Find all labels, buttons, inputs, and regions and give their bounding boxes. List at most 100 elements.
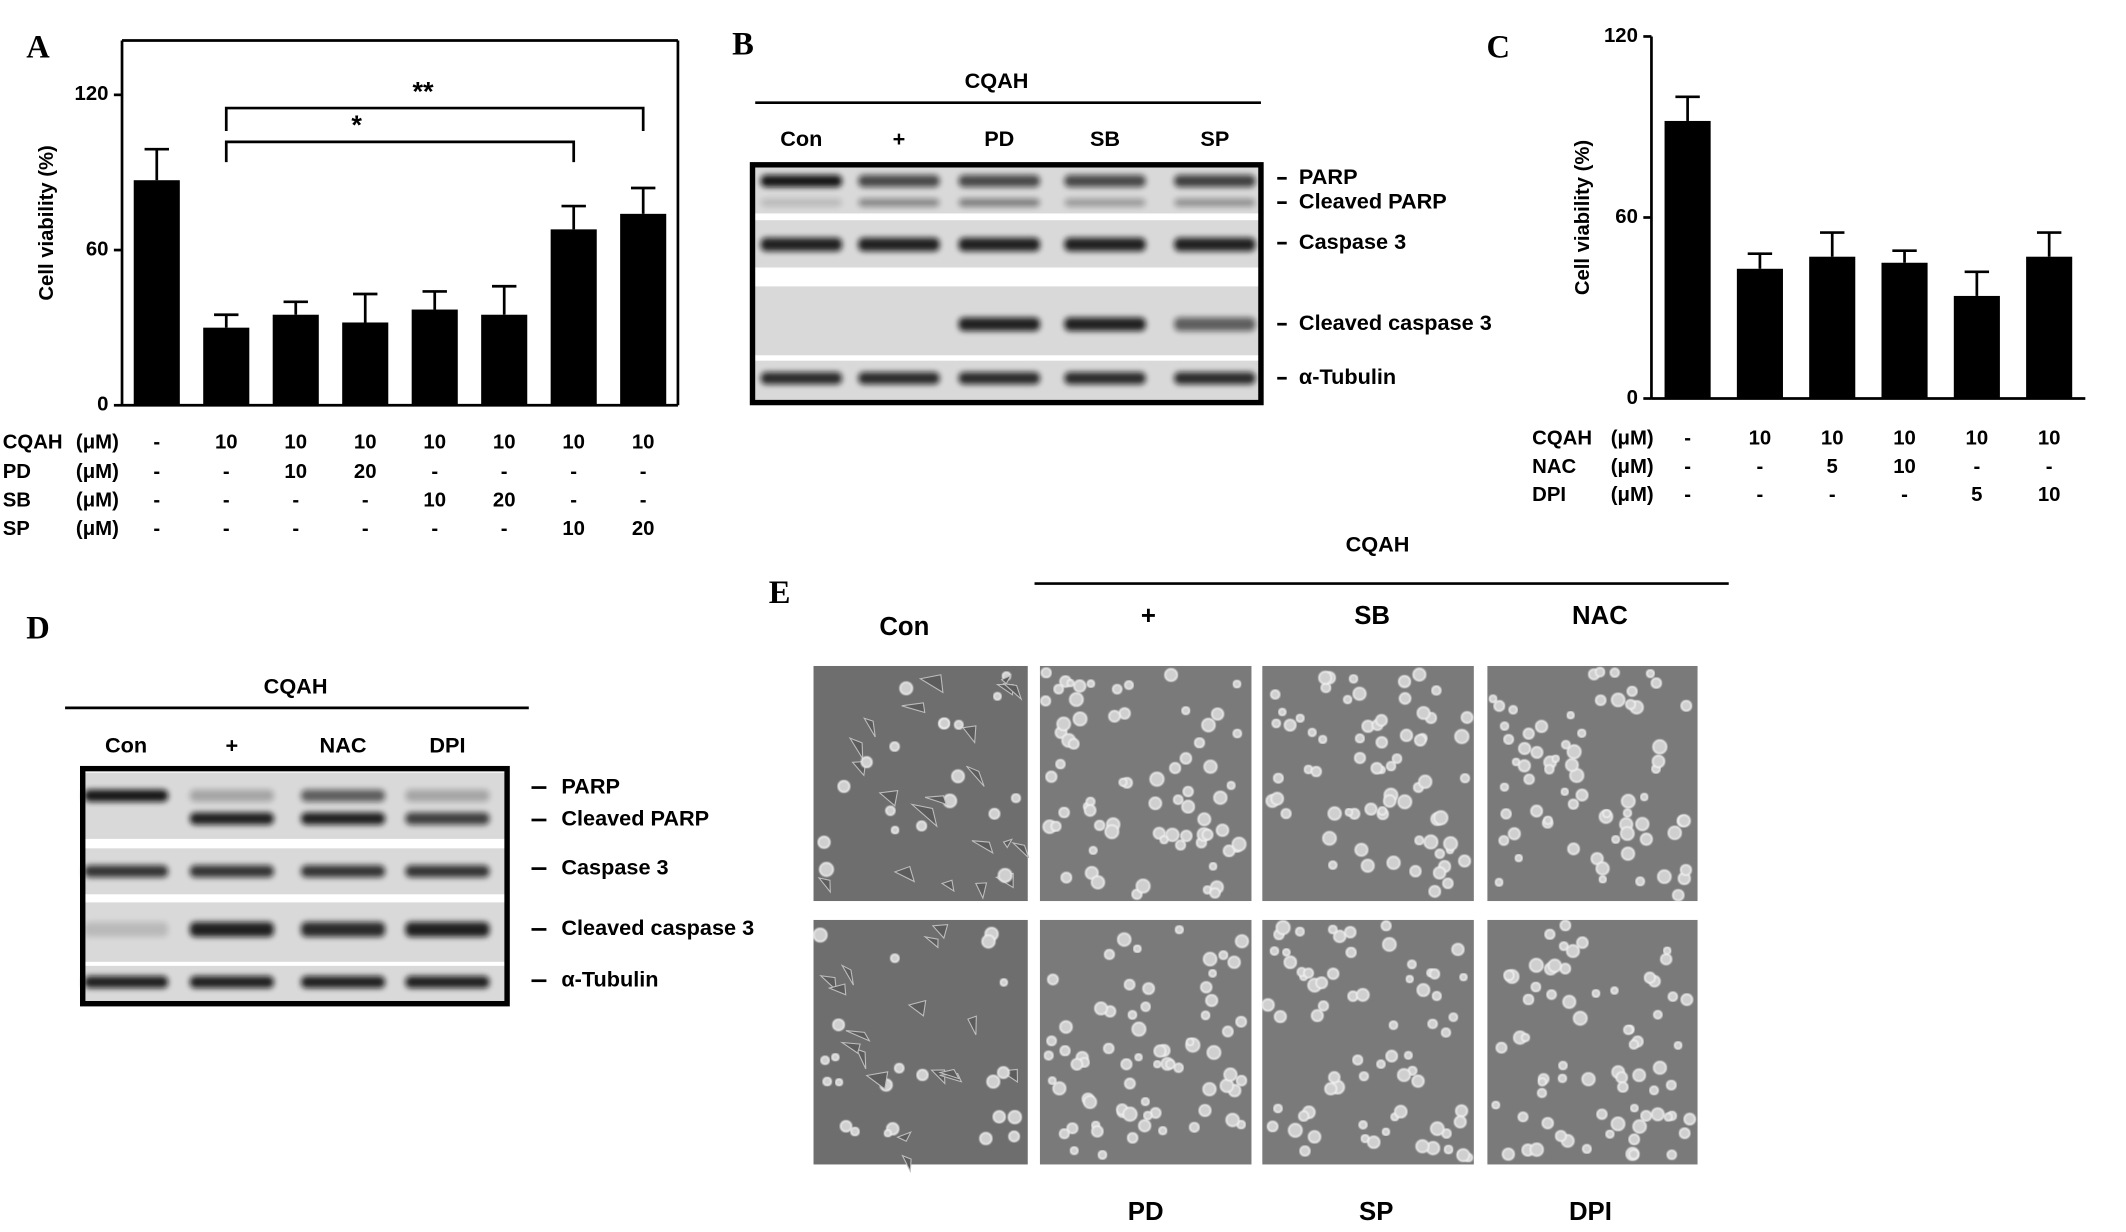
cell-round	[1298, 1110, 1310, 1122]
cell-round	[1307, 1130, 1322, 1144]
cell-round	[1209, 887, 1221, 899]
cell-round	[1610, 986, 1619, 995]
cell-round	[1415, 1139, 1430, 1154]
band-label: Caspase 3	[561, 854, 668, 879]
cell-round	[1266, 1120, 1279, 1133]
cell-round	[1056, 716, 1071, 732]
cell-round	[1667, 825, 1682, 840]
cell-flat	[938, 1068, 961, 1080]
cell-round	[1404, 1051, 1413, 1060]
cell-round	[1273, 1010, 1287, 1023]
cell-round	[1344, 926, 1357, 939]
band-label: Cleaved caspase 3	[1299, 310, 1492, 335]
cell-round	[1381, 1127, 1391, 1136]
cell-round	[1050, 820, 1062, 832]
cell-round	[1269, 946, 1280, 956]
cell-round	[1232, 728, 1243, 739]
cell-round	[1086, 679, 1096, 688]
treatment-value: -	[1757, 484, 1764, 506]
cell-flat	[907, 999, 927, 1017]
cell-round	[1226, 780, 1236, 790]
panel-letter: A	[26, 29, 50, 65]
cell-flat	[827, 983, 847, 996]
cell-round	[1197, 812, 1212, 827]
cell-round	[1680, 993, 1694, 1006]
y-axis-label: Cell viability (%)	[36, 145, 58, 300]
treatment-value: -	[153, 490, 160, 512]
cell-round	[1414, 734, 1427, 747]
cell-round	[1517, 1111, 1529, 1123]
treatment-value: -	[1684, 456, 1691, 478]
cell-round	[1179, 752, 1193, 765]
cell-round	[1455, 1104, 1469, 1118]
treatment-value: -	[223, 461, 230, 483]
treatment-value: 20	[632, 518, 655, 540]
micrograph	[1262, 665, 1474, 902]
cell-round	[1577, 728, 1587, 738]
cell-round	[1278, 707, 1287, 717]
cell-flat	[931, 924, 949, 940]
cell-round	[916, 1068, 929, 1082]
micrograph	[1039, 919, 1252, 1165]
cell-round	[1683, 1112, 1696, 1126]
treatment-value: 10	[632, 431, 655, 453]
treatment-value: 10	[284, 431, 307, 453]
treatment-name: CQAH	[3, 431, 63, 453]
cell-round	[1118, 707, 1131, 720]
cell-round	[1609, 667, 1620, 678]
treatment-value: -	[640, 461, 647, 483]
cell-round	[1529, 958, 1544, 973]
blot-band	[858, 174, 940, 188]
cell-round	[1124, 1077, 1136, 1090]
cell-round	[1541, 1117, 1554, 1130]
treatment-value: 5	[1971, 484, 1982, 506]
cell-round	[1376, 1059, 1386, 1069]
cell-round	[1181, 799, 1195, 814]
cell-round	[1559, 919, 1572, 932]
bar	[411, 309, 458, 406]
bar	[1809, 256, 1856, 399]
bar	[1881, 262, 1928, 399]
cell-round	[1131, 1021, 1147, 1037]
cell-round	[1431, 685, 1442, 696]
cell-round	[1043, 1050, 1054, 1061]
cell-round	[1566, 711, 1575, 720]
cell-round	[1053, 683, 1064, 695]
lane-label: +	[893, 126, 906, 151]
cell-round	[1632, 1119, 1647, 1134]
bar	[203, 327, 250, 406]
cell-round	[1459, 973, 1468, 982]
cell-round	[893, 1062, 905, 1074]
cell-round	[837, 780, 851, 793]
blot-band	[958, 372, 1040, 385]
cell-round	[1159, 835, 1169, 845]
bar	[550, 229, 597, 406]
micrograph	[1039, 665, 1252, 902]
cell-round	[1117, 932, 1132, 947]
cell-round	[1536, 1088, 1547, 1098]
cell-round	[1405, 974, 1414, 984]
micrograph-field	[1487, 665, 1698, 902]
cell-round	[899, 681, 914, 696]
cell-round	[1181, 706, 1191, 716]
micrograph	[1487, 665, 1698, 902]
cell-round	[1134, 1053, 1143, 1062]
column-label: SB	[1354, 602, 1390, 630]
cell-round	[1283, 718, 1297, 732]
cell-round	[1218, 950, 1229, 961]
cell-round	[1090, 875, 1105, 890]
cell-round	[1621, 846, 1635, 861]
treatment-value: -	[153, 431, 160, 453]
blot-band	[405, 789, 490, 802]
cell-round	[1069, 1146, 1079, 1156]
cell-round	[1388, 1020, 1399, 1030]
cell-round	[1343, 694, 1353, 705]
cell-round	[1499, 721, 1510, 731]
cell-round	[1273, 772, 1284, 784]
cell-round	[1370, 762, 1384, 775]
treatment-value: -	[153, 518, 160, 540]
cell-round	[1418, 774, 1433, 789]
cell-round	[1628, 1149, 1640, 1160]
cell-round	[1208, 862, 1218, 871]
cell-flat	[1002, 682, 1023, 701]
